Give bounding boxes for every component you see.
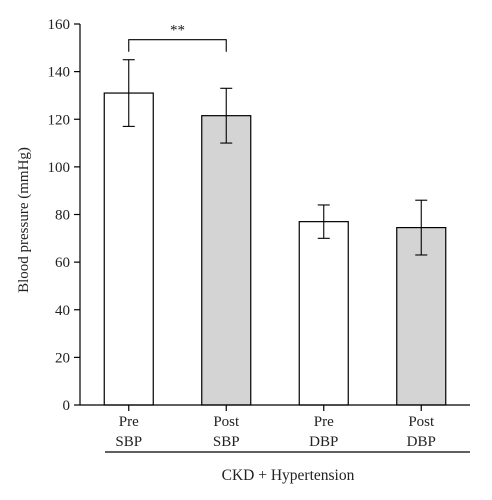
x-tick-label: Pre (119, 414, 139, 430)
x-tick-label: SBP (115, 434, 142, 450)
x-tick-label: Post (213, 414, 240, 430)
error-bars (122, 59, 428, 256)
x-tick-label: DBP (407, 434, 436, 450)
y-tick-label: 140 (48, 65, 71, 81)
x-tick-label: Post (408, 414, 435, 430)
x-tick-label: DBP (309, 434, 338, 450)
x-tick-label: Pre (314, 414, 334, 430)
group-label: CKD + Hypertension (222, 467, 355, 484)
y-axis-title: Blood pressure (mmHg) (16, 147, 32, 293)
significance-bracket (128, 39, 227, 52)
y-tick-label: 80 (55, 208, 70, 224)
significance-label: ** (170, 23, 185, 39)
bar (103, 92, 154, 406)
significance-annotations: ** (128, 23, 227, 52)
y-axis: 0 20 40 60 80 100 120 140 160 (48, 17, 81, 414)
bar (298, 221, 349, 406)
y-tick-label: 20 (55, 350, 70, 366)
y-tick-label: 100 (48, 160, 71, 176)
y-tick-label: 0 (63, 398, 71, 414)
y-tick-label: 120 (48, 112, 71, 128)
bars (103, 92, 447, 406)
y-tick-label: 40 (55, 303, 70, 319)
y-tick-label: 60 (55, 255, 70, 271)
y-tick-label: 160 (48, 17, 71, 33)
x-axis: Pre SBP Post SBP Pre DBP Post DBP (80, 404, 470, 450)
bar (201, 115, 252, 406)
x-tick-label: SBP (213, 434, 240, 450)
